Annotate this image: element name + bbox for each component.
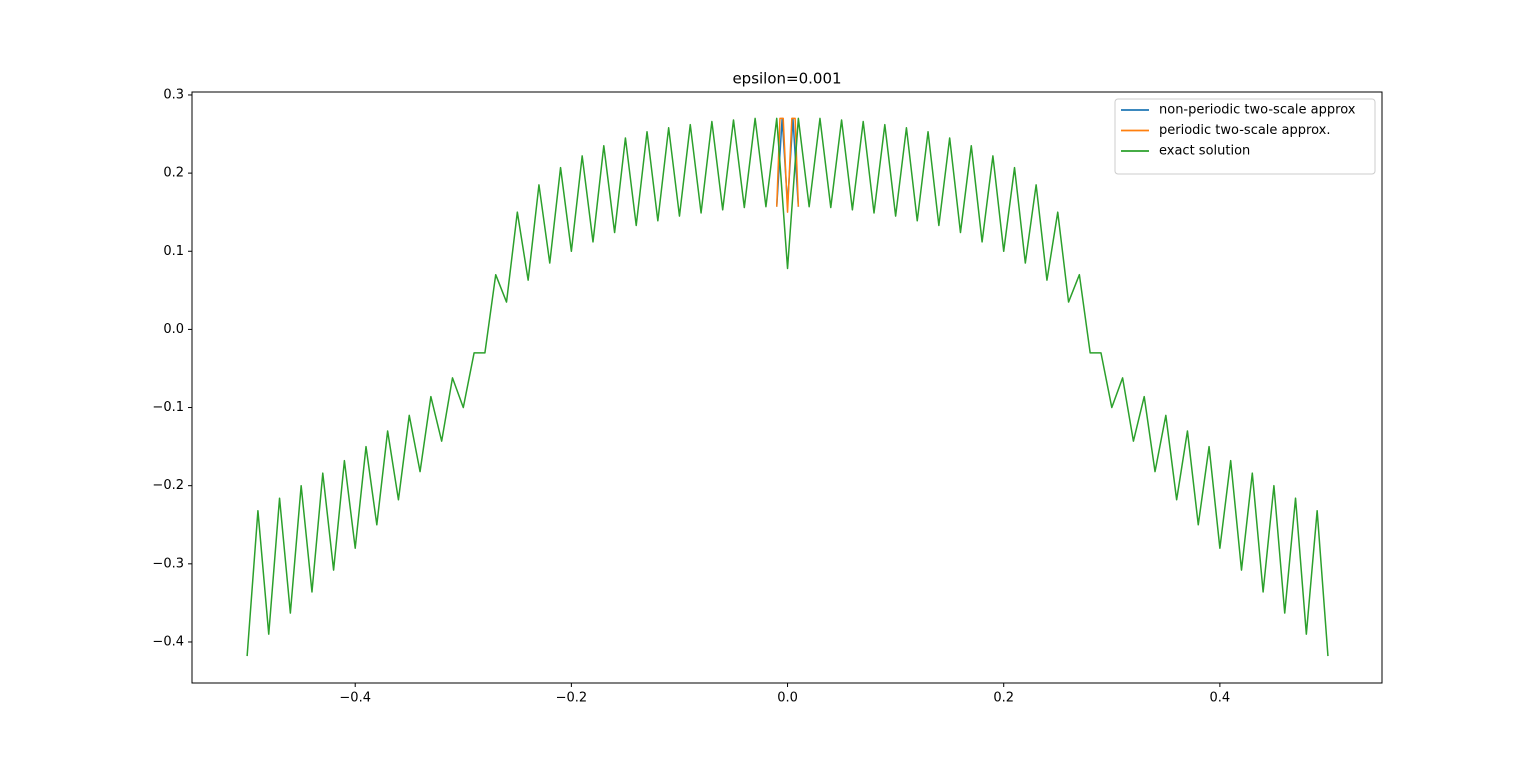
y-tick-label: −0.4 xyxy=(152,634,184,649)
y-tick-label: 0.2 xyxy=(163,166,184,181)
chart-title: epsilon=0.001 xyxy=(732,70,841,88)
y-tick-label: −0.2 xyxy=(152,478,184,493)
x-tick-label: 0.0 xyxy=(777,691,798,706)
legend-box xyxy=(1114,98,1376,175)
x-tick-label: 0.4 xyxy=(1210,691,1231,706)
x-tick-label: 0.2 xyxy=(993,691,1014,706)
y-tick-label: 0.1 xyxy=(163,244,184,259)
x-tick-label: −0.2 xyxy=(556,691,588,706)
y-tick-label: −0.1 xyxy=(152,400,184,415)
series-line xyxy=(775,117,800,213)
series-line xyxy=(246,117,1329,657)
plot-frame xyxy=(191,91,1383,684)
legend-label: exact solution xyxy=(1159,144,1250,159)
legend-label: periodic two-scale approx. xyxy=(1159,123,1330,138)
y-tick-label: 0.3 xyxy=(163,87,184,102)
legend-label: non-periodic two-scale approx xyxy=(1159,103,1356,118)
y-tick-label: 0.0 xyxy=(163,322,184,337)
x-tick-label: −0.4 xyxy=(339,691,371,706)
y-tick-label: −0.3 xyxy=(152,556,184,571)
